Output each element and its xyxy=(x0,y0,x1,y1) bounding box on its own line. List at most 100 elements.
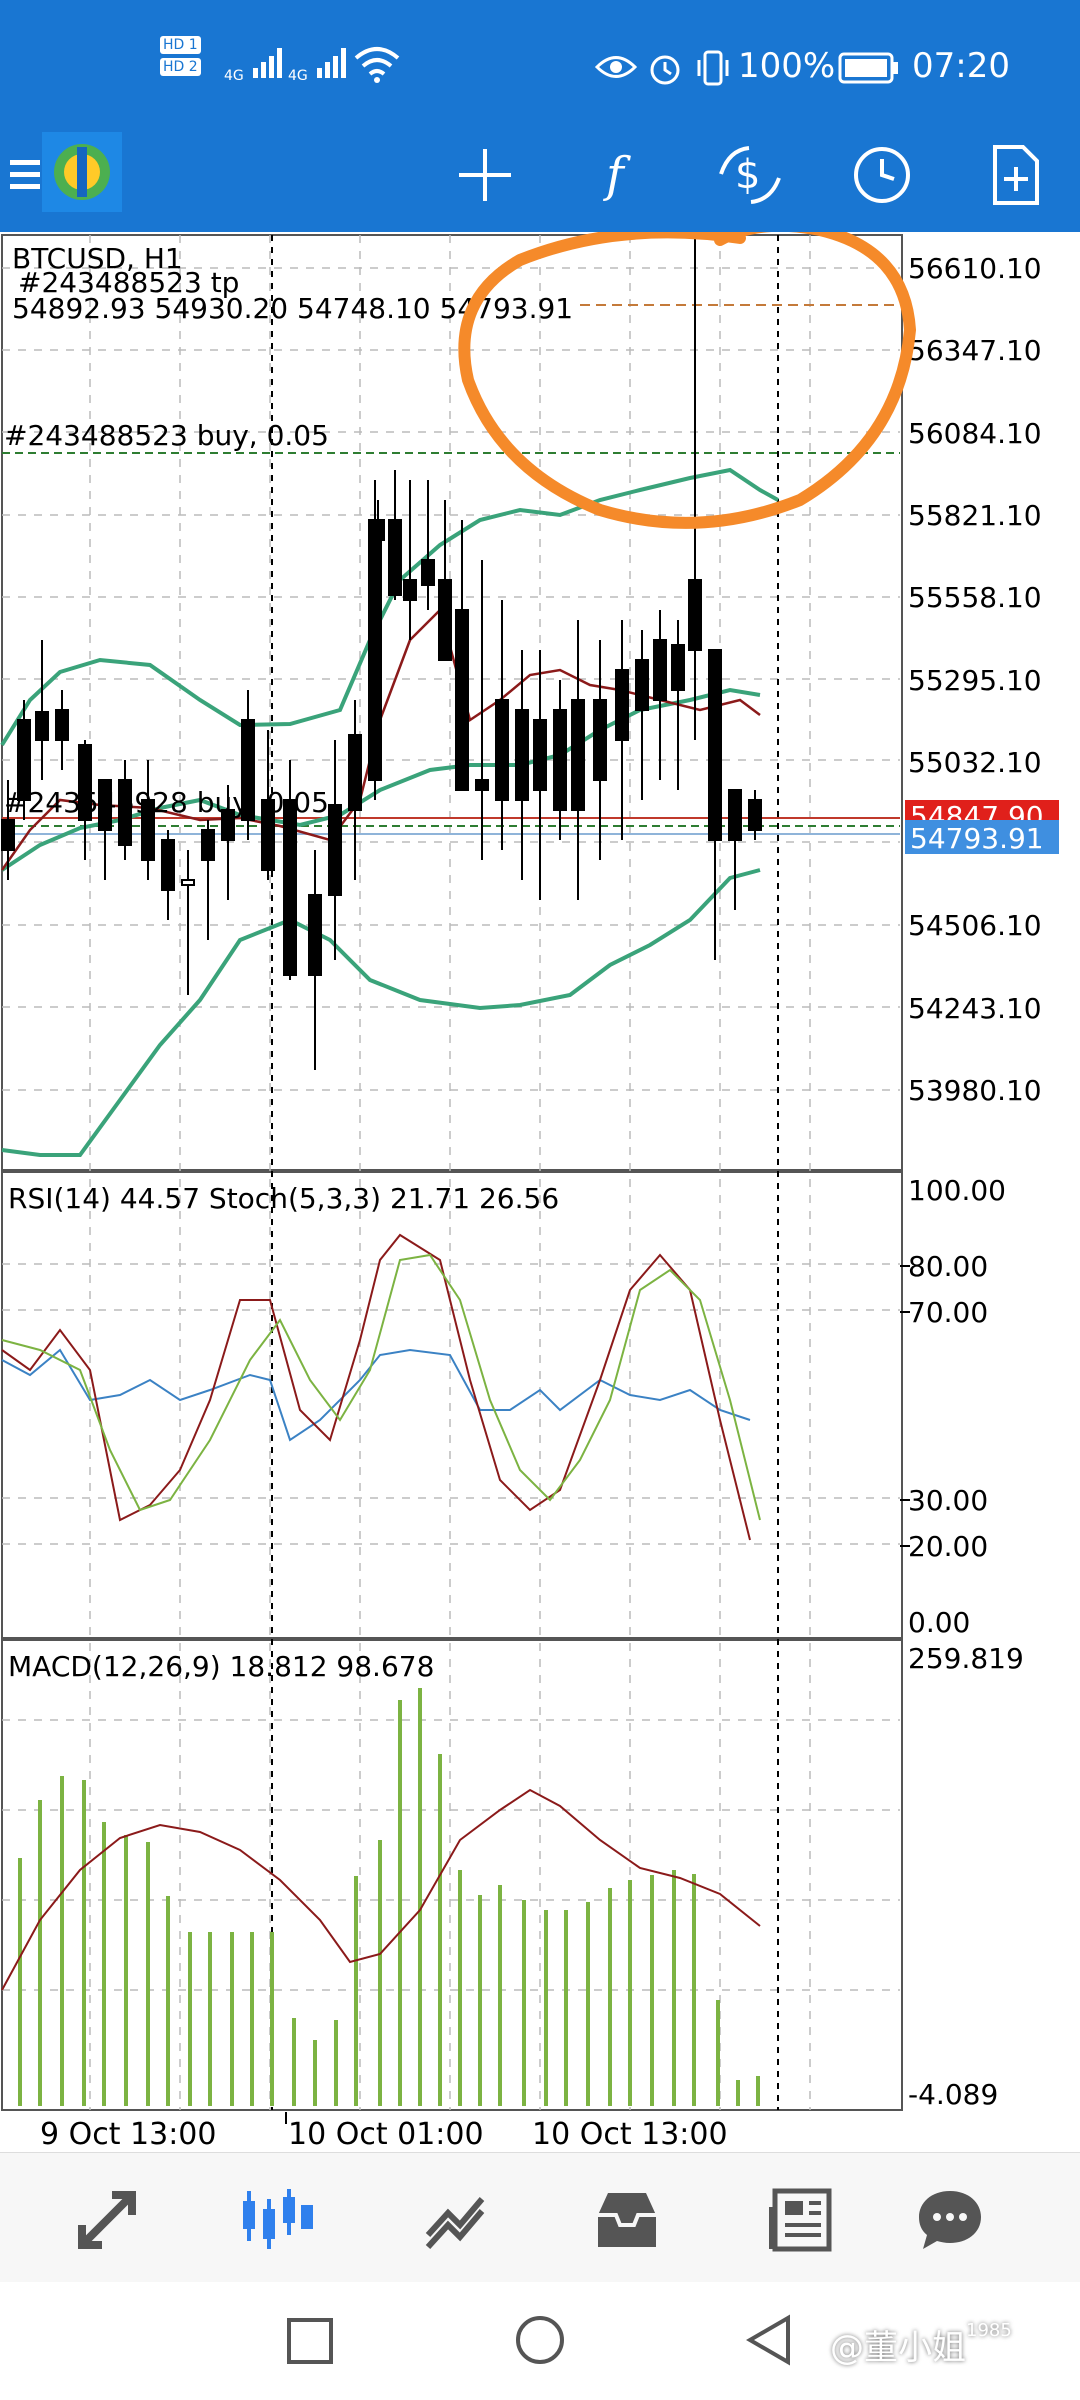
clock-time: 07:20 xyxy=(912,46,1010,86)
sim-badges: HD 1 HD 2 xyxy=(160,36,201,76)
macd-signal-line xyxy=(1,1788,761,1991)
battery-icon xyxy=(838,52,898,84)
candle-down xyxy=(748,799,762,831)
candle-down xyxy=(515,709,529,801)
quotes-icon[interactable] xyxy=(62,2175,152,2265)
rsi-level-label: 100.00 xyxy=(908,1174,1006,1207)
candle-down xyxy=(708,649,722,841)
candle-down xyxy=(438,579,452,661)
grid-lines xyxy=(2,235,900,2110)
time-label-1: 9 Oct 13:00 xyxy=(40,2117,216,2152)
rsi-level-label: 20.00 xyxy=(908,1530,988,1563)
app-toolbar xyxy=(0,120,1080,232)
rsi-axis: 100.00 80.00 70.00 30.00 20.00 0.00 xyxy=(900,1174,1006,1639)
stoch-signal-line xyxy=(1,1253,761,1521)
tp-order-label: #243488523 tp xyxy=(18,266,239,299)
candle-down xyxy=(118,779,132,846)
candle-down xyxy=(455,609,469,791)
main-chart-frame xyxy=(1,234,903,1171)
candle-down xyxy=(653,639,667,701)
battery-percent: 100% xyxy=(738,46,836,86)
history-icon[interactable] xyxy=(582,2175,672,2265)
candle-down xyxy=(475,779,489,791)
candle-down xyxy=(17,719,31,801)
price-axis: 56610.10 56347.10 56084.10 55821.10 55558.10… xyxy=(908,252,1042,1107)
price-axis-label: 55295.10 xyxy=(908,664,1042,697)
candle-down xyxy=(671,644,685,691)
candle-down xyxy=(55,709,69,741)
stoch-main-line xyxy=(1,1233,751,1541)
time-label-2: 10 Oct 01:00 xyxy=(288,2117,484,2152)
chart-icon[interactable] xyxy=(232,2175,322,2265)
menu-icon[interactable] xyxy=(0,135,62,215)
candle-down xyxy=(241,719,255,821)
candle-down xyxy=(368,519,382,781)
candle-down xyxy=(283,799,297,976)
rsi-stoch-lines xyxy=(1,1233,761,1541)
candle-down xyxy=(308,894,322,976)
hd2-badge: HD 2 xyxy=(160,58,201,76)
price-axis-label: 53980.10 xyxy=(908,1074,1042,1107)
metatrader-logo-icon xyxy=(54,144,110,200)
candle-down xyxy=(161,839,175,891)
candle-down xyxy=(371,519,385,541)
chart-area[interactable]: BTCUSD, H1 #243488523 tp 54892.93 54930.… xyxy=(0,232,1080,2152)
candles xyxy=(1,232,762,1070)
circle-icon[interactable] xyxy=(514,2314,566,2366)
vibrate-icon xyxy=(697,50,729,86)
candle-down xyxy=(388,519,402,596)
clock-icon[interactable] xyxy=(842,135,922,215)
price-axis-label: 54506.10 xyxy=(908,909,1042,942)
candle-down xyxy=(221,809,235,841)
watermark: @董小姐1985 xyxy=(830,2320,1012,2369)
news-icon[interactable] xyxy=(755,2175,845,2265)
candle-down xyxy=(348,734,362,811)
function-icon[interactable]: f xyxy=(578,135,658,215)
trade-nav-icon[interactable] xyxy=(410,2175,500,2265)
price-axis-label: 55032.10 xyxy=(908,746,1042,779)
price-axis-label: 55821.10 xyxy=(908,499,1042,532)
svg-text:f: f xyxy=(603,147,631,203)
alarm-icon xyxy=(650,55,680,85)
new-document-icon[interactable] xyxy=(975,135,1055,215)
ohlc-label: 54892.93 54930.20 54748.10 54793.91 xyxy=(12,292,573,325)
chat-icon[interactable] xyxy=(905,2175,995,2265)
candle-down xyxy=(728,789,742,841)
signal-2: 4G xyxy=(288,44,353,84)
current-price-text: 54793.91 xyxy=(910,822,1044,855)
candle-down xyxy=(35,711,49,741)
crosshair-icon[interactable] xyxy=(445,135,525,215)
signal-bars-icon xyxy=(252,48,282,78)
macd-label: MACD(12,26,9) 18.812 98.678 xyxy=(8,1650,434,1683)
app-logo[interactable] xyxy=(42,132,122,212)
trade-icon[interactable]: $ xyxy=(710,135,790,215)
hd1-badge: HD 1 xyxy=(160,36,201,54)
rsi-label: RSI(14) 44.57 Stoch(5,3,3) 21.71 26.56 xyxy=(8,1182,559,1215)
rsi-level-label: 80.00 xyxy=(908,1250,988,1283)
back-icon[interactable] xyxy=(744,2314,794,2366)
macd-min-label: -4.089 xyxy=(908,2078,998,2111)
system-navigation xyxy=(0,2282,1080,2400)
rsi-level-label: 70.00 xyxy=(908,1296,988,1329)
eye-icon xyxy=(595,56,637,78)
watermark-sup: 1985 xyxy=(966,2320,1012,2341)
candle-down xyxy=(1,819,15,851)
price-axis-label: 56610.10 xyxy=(908,252,1042,285)
macd-max-label: 259.819 xyxy=(908,1642,1024,1675)
candle-down xyxy=(201,829,215,861)
annotation-circle xyxy=(458,232,917,529)
candle-down xyxy=(403,579,417,601)
candle-down xyxy=(421,559,435,586)
candle-down xyxy=(141,799,155,861)
candle-down xyxy=(615,669,629,741)
price-axis-label: 54243.10 xyxy=(908,992,1042,1025)
candle-down xyxy=(688,579,702,651)
price-axis-label: 56347.10 xyxy=(908,334,1042,367)
square-icon[interactable] xyxy=(285,2316,335,2366)
price-axis-label: 55558.10 xyxy=(908,581,1042,614)
svg-text:$: $ xyxy=(735,152,760,198)
wifi-icon xyxy=(354,47,400,83)
candle-up xyxy=(181,879,195,886)
rsi-level-label: 30.00 xyxy=(908,1484,988,1517)
signal-bars-icon xyxy=(316,48,346,78)
